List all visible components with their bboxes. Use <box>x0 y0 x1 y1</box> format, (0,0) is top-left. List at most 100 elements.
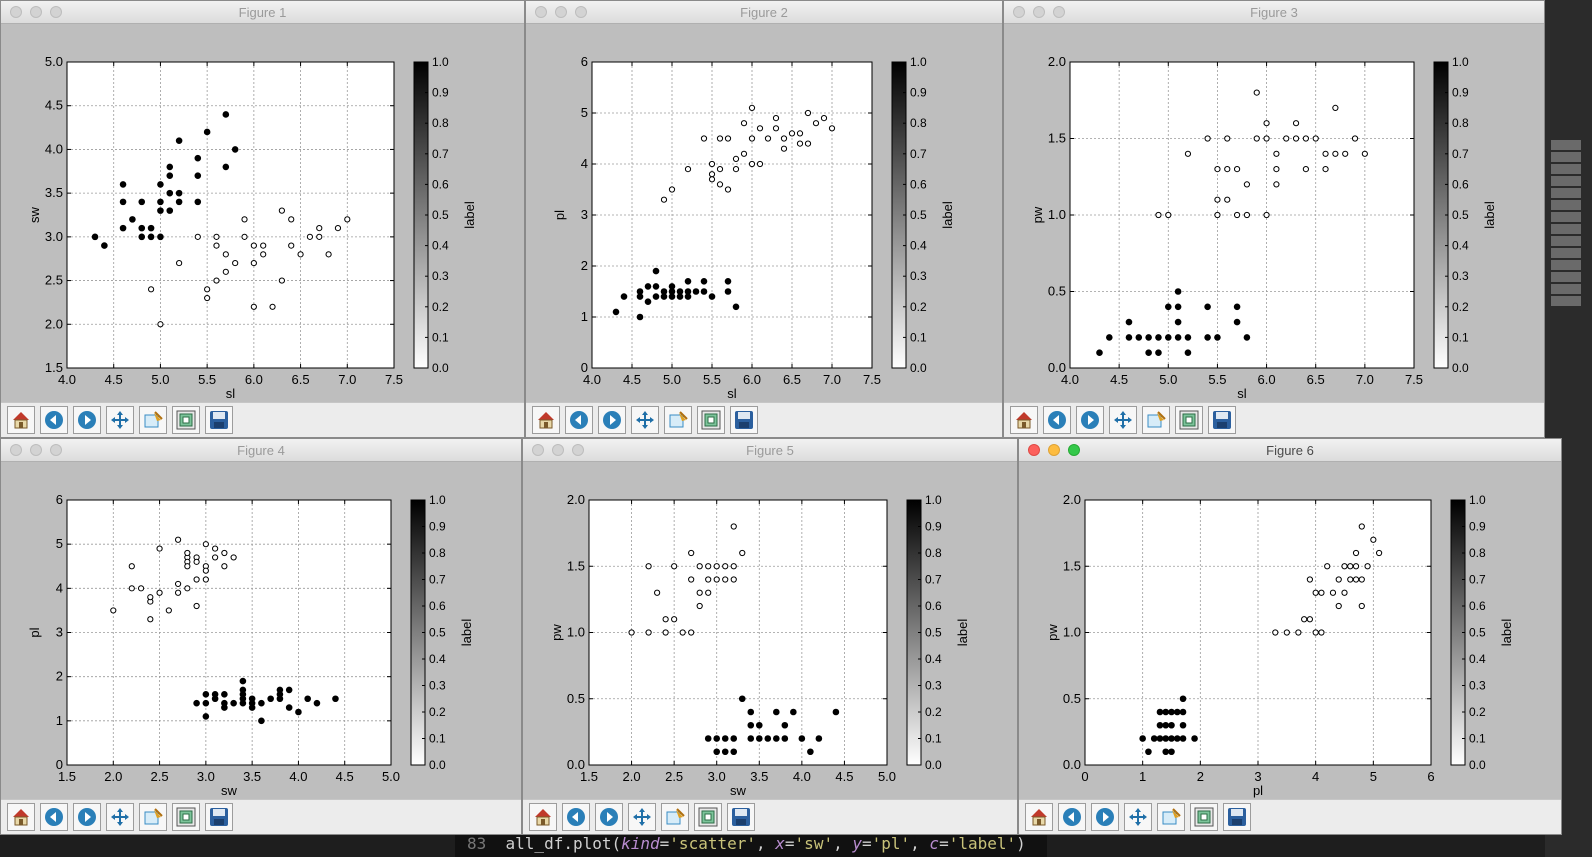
zoom-rect-button[interactable] <box>139 803 167 831</box>
scatter-point-label-1 <box>1155 334 1162 341</box>
zoom-window-button[interactable] <box>50 444 62 456</box>
forward-arrow-button[interactable] <box>1091 803 1119 831</box>
home-button[interactable] <box>1025 803 1053 831</box>
close-window-button[interactable] <box>10 6 22 18</box>
scatter-point-label-1 <box>1179 708 1187 716</box>
subplots-button[interactable] <box>1175 406 1203 434</box>
pan-button[interactable] <box>106 406 134 434</box>
zoom-window-button[interactable] <box>1053 6 1065 18</box>
colorbar-tick-label: 0.0 <box>1452 361 1469 375</box>
home-button[interactable] <box>529 803 557 831</box>
figure-canvas[interactable]: 4.0 4.5 5.0 5.5 6.0 6.5 7.0 7.5 0.0 0.5 1.0 1.5 2.0 s… <box>1004 24 1544 404</box>
desktop-icon-stub <box>1551 248 1581 258</box>
figure-window-2[interactable]: Figure 2 4.0 4.5 5.0 5.5 6.0 6.5 7.0 7.5 0 1 2 3 4 5 6 s… <box>525 0 1003 438</box>
back-arrow-button[interactable] <box>40 406 68 434</box>
figure-window-6[interactable]: Figure 6 0 1 2 3 4 5 6 0.0 0.5 1.0 1.5 2.0 pl pw 0.0 0.1… <box>1018 438 1562 835</box>
window-titlebar[interactable]: Figure 1 <box>1 1 524 24</box>
subplots-icon <box>176 807 196 827</box>
subplots-button[interactable] <box>694 803 722 831</box>
pan-button[interactable] <box>1109 406 1137 434</box>
minimize-window-button[interactable] <box>1033 6 1045 18</box>
zoom-window-button[interactable] <box>575 6 587 18</box>
minimize-window-button[interactable] <box>30 444 42 456</box>
navigation-toolbar <box>523 799 1017 834</box>
colorbar-tick-label: 0.6 <box>429 599 446 613</box>
colorbar-label: label <box>1482 201 1497 229</box>
close-window-button[interactable] <box>10 444 22 456</box>
scatter-point-label-1 <box>138 233 146 241</box>
zoom-window-button[interactable] <box>1068 444 1080 456</box>
plot-area[interactable] <box>67 62 394 368</box>
pan-button[interactable] <box>1124 803 1152 831</box>
figure-window-4[interactable]: Figure 4 1.5 2.0 2.5 3.0 3.5 4.0 4.5 5.0 0 1 2 3 4 5 6 s… <box>0 438 522 835</box>
back-arrow-button[interactable] <box>562 803 590 831</box>
figure-window-1[interactable]: Figure 1 4.0 4.5 5.0 5.5 6.0 6.5 7.0 7.5 1.5 2.0 2.… <box>0 0 525 438</box>
subplots-button[interactable] <box>172 406 200 434</box>
home-button[interactable] <box>7 803 35 831</box>
minimize-window-button[interactable] <box>552 444 564 456</box>
subplots-button[interactable] <box>697 406 725 434</box>
colorbar-tick-label: 0.3 <box>910 269 927 283</box>
window-titlebar[interactable]: Figure 2 <box>526 1 1002 24</box>
subplots-button[interactable] <box>1190 803 1218 831</box>
back-arrow-button[interactable] <box>1043 406 1071 434</box>
close-window-button[interactable] <box>535 6 547 18</box>
close-window-button[interactable] <box>1028 444 1040 456</box>
home-button[interactable] <box>1010 406 1038 434</box>
home-button[interactable] <box>7 406 35 434</box>
scatter-point-label-0 <box>812 120 820 127</box>
minimize-window-button[interactable] <box>1048 444 1060 456</box>
window-title: Figure 1 <box>238 5 287 20</box>
zoom-rect-button[interactable] <box>139 406 167 434</box>
figure-window-3[interactable]: Figure 3 4.0 4.5 5.0 5.5 6.0 6.5 7.0 7.5 0.0 0.5 1.… <box>1003 0 1545 438</box>
zoom-window-button[interactable] <box>50 6 62 18</box>
close-window-button[interactable] <box>1013 6 1025 18</box>
figure-canvas[interactable]: 0 1 2 3 4 5 6 0.0 0.5 1.0 1.5 2.0 pl pw 0.0 0.1 0.2 0.3 0.… <box>1019 462 1561 801</box>
scatter-point-label-1 <box>1145 334 1152 341</box>
window-titlebar[interactable]: Figure 4 <box>1 439 521 462</box>
figure-canvas[interactable]: 1.5 2.0 2.5 3.0 3.5 4.0 4.5 5.0 0 1 2 3 4 5 6 sw pl 0.0 0.… <box>1 462 521 801</box>
save-button[interactable] <box>1223 803 1251 831</box>
window-title: Figure 6 <box>1266 443 1314 458</box>
forward-arrow-button[interactable] <box>595 803 623 831</box>
zoom-rect-button[interactable] <box>1142 406 1170 434</box>
figure-canvas[interactable]: 4.0 4.5 5.0 5.5 6.0 6.5 7.0 7.5 0 1 2 3 4 5 6 sl pl 0.0 0.… <box>526 24 1002 404</box>
save-button[interactable] <box>730 406 758 434</box>
x-axis-label: sl <box>727 386 737 401</box>
window-titlebar[interactable]: Figure 5 <box>523 439 1017 462</box>
back-arrow-button[interactable] <box>40 803 68 831</box>
zoom-rect-button[interactable] <box>1157 803 1185 831</box>
figure-canvas[interactable]: 4.0 4.5 5.0 5.5 6.0 6.5 7.0 7.5 1.5 2.0 2.5 3.0 3.5 4… <box>1 24 524 404</box>
back-arrow-button[interactable] <box>1058 803 1086 831</box>
figure-window-5[interactable]: Figure 5 1.5 2.0 2.5 3.0 3.5 4.0 4.5 5.0 0.0 0.5 1.… <box>522 438 1018 835</box>
forward-arrow-button[interactable] <box>73 406 101 434</box>
zoom-rect-icon <box>1162 808 1181 825</box>
save-button[interactable] <box>205 406 233 434</box>
forward-arrow-button[interactable] <box>1076 406 1104 434</box>
minimize-window-button[interactable] <box>30 6 42 18</box>
zoom-rect-button[interactable] <box>661 803 689 831</box>
forward-arrow-button[interactable] <box>73 803 101 831</box>
zoom-rect-button[interactable] <box>664 406 692 434</box>
home-button[interactable] <box>532 406 560 434</box>
pan-button[interactable] <box>628 803 656 831</box>
save-button[interactable] <box>727 803 755 831</box>
scatter-point-label-1 <box>1156 735 1164 742</box>
scatter-point-label-0 <box>157 321 164 328</box>
scatter-point-label-0 <box>1358 602 1365 610</box>
close-window-button[interactable] <box>532 444 544 456</box>
pan-button[interactable] <box>631 406 659 434</box>
forward-arrow-button[interactable] <box>598 406 626 434</box>
back-arrow-button[interactable] <box>565 406 593 434</box>
window-title: Figure 4 <box>237 443 285 458</box>
window-titlebar[interactable]: Figure 3 <box>1004 1 1544 24</box>
window-titlebar[interactable]: Figure 6 <box>1019 439 1561 462</box>
pan-button[interactable] <box>106 803 134 831</box>
scatter-point-label-1 <box>1174 303 1182 311</box>
save-button[interactable] <box>1208 406 1236 434</box>
save-button[interactable] <box>205 803 233 831</box>
zoom-window-button[interactable] <box>572 444 584 456</box>
subplots-button[interactable] <box>172 803 200 831</box>
figure-canvas[interactable]: 1.5 2.0 2.5 3.0 3.5 4.0 4.5 5.0 0.0 0.5 1.0 1.5 2.0 s… <box>523 462 1017 801</box>
minimize-window-button[interactable] <box>555 6 567 18</box>
